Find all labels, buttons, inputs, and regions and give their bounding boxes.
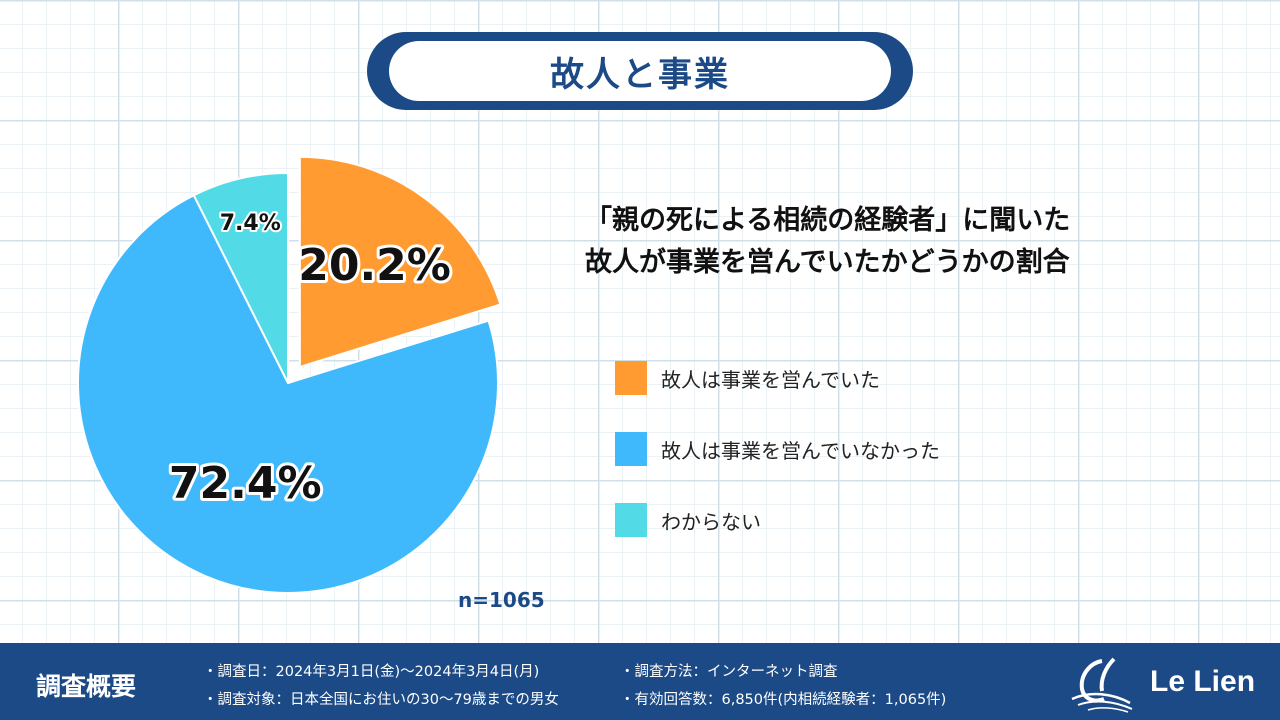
legend-item: わからない xyxy=(615,503,940,537)
legend-swatch xyxy=(615,432,647,466)
legend-label: 故人は事業を営んでいなかった xyxy=(661,438,940,463)
legend-item: 故人は事業を営んでいた xyxy=(615,361,940,395)
title-banner: 故人と事業 xyxy=(367,32,913,110)
logo-text: Le Lien xyxy=(1150,665,1256,698)
chart-title-line-2: 故人が事業を営んでいたかどうかの割合 xyxy=(585,247,1070,278)
survey-target: ・調査対象：日本全国にお住いの30〜79歳までの男女 xyxy=(203,692,559,708)
pie-slice xyxy=(192,171,289,384)
survey-method: ・調査方法：インターネット調査 xyxy=(620,664,838,680)
data-label: 20.2% xyxy=(298,240,451,291)
logo-mark-icon xyxy=(1071,657,1133,713)
page-title: 故人と事業 xyxy=(389,41,891,101)
data-label: 72.4% xyxy=(169,458,322,509)
survey-date: ・調査日：2024年3月1日(金)〜2024年3月4日(月) xyxy=(203,664,540,680)
company-logo: Le Lien xyxy=(1068,653,1268,713)
chart-title: 「親の死による相続の経験者」に聞いた 故人が事業を営んでいたかどうかの割合 xyxy=(585,200,1205,284)
sample-size: n=1065 xyxy=(458,588,545,612)
legend-item: 故人は事業を営んでいなかった xyxy=(615,432,940,466)
footer-title: 調査概要 xyxy=(36,672,137,701)
legend-swatch xyxy=(615,503,647,537)
legend-label: 故人は事業を営んでいた xyxy=(661,367,880,392)
pie-slice xyxy=(298,155,502,369)
footer: 調査概要 ・調査日：2024年3月1日(金)〜2024年3月4日(月) ・調査対… xyxy=(0,643,1280,720)
survey-responses: ・有効回答数：6,850件(内相続経験者：1,065件) xyxy=(620,692,947,708)
data-label: 7.4% xyxy=(220,211,281,236)
chart-title-line-1: 「親の死による相続の経験者」に聞いた xyxy=(585,205,1071,236)
pie-chart: 20.2% 72.4% 7.4% xyxy=(77,155,502,594)
legend: 故人は事業を営んでいた 故人は事業を営んでいなかった わからない xyxy=(615,361,940,574)
legend-swatch xyxy=(615,361,647,395)
legend-label: わからない xyxy=(661,509,761,534)
pie-slice xyxy=(77,193,499,594)
